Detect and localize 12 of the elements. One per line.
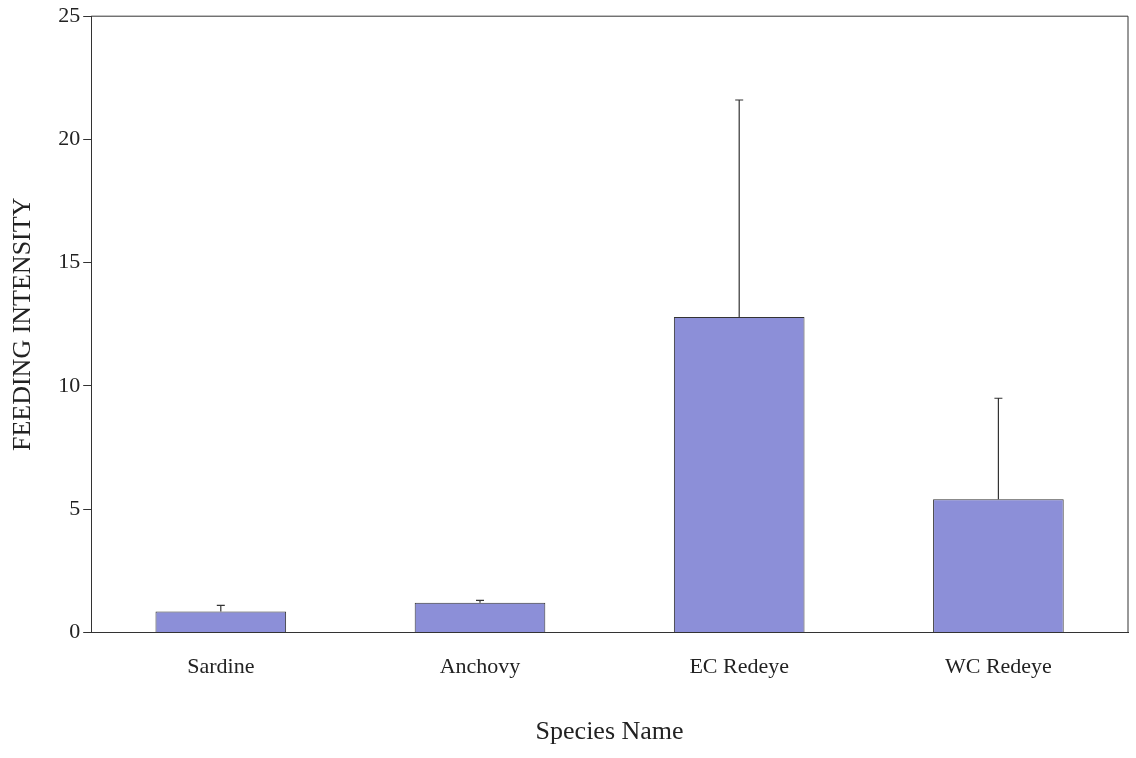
- x-tick-label: EC Redeye: [689, 653, 789, 679]
- y-tick-label: 25: [58, 1, 81, 27]
- x-tick-label: Sardine: [187, 653, 255, 679]
- x-axis-title: Species Name: [535, 716, 684, 746]
- y-tick-label: 0: [69, 618, 81, 644]
- x-tick-label: WC Redeye: [944, 653, 1052, 679]
- x-tick-label: Anchovy: [439, 653, 521, 679]
- y-axis-title: FEEDING INTENSITY: [7, 197, 37, 452]
- y-tick-label: 10: [58, 371, 81, 397]
- y-tick-label: 20: [58, 125, 81, 151]
- y-tick-label: 15: [58, 248, 81, 274]
- y-tick-label: 5: [69, 494, 81, 520]
